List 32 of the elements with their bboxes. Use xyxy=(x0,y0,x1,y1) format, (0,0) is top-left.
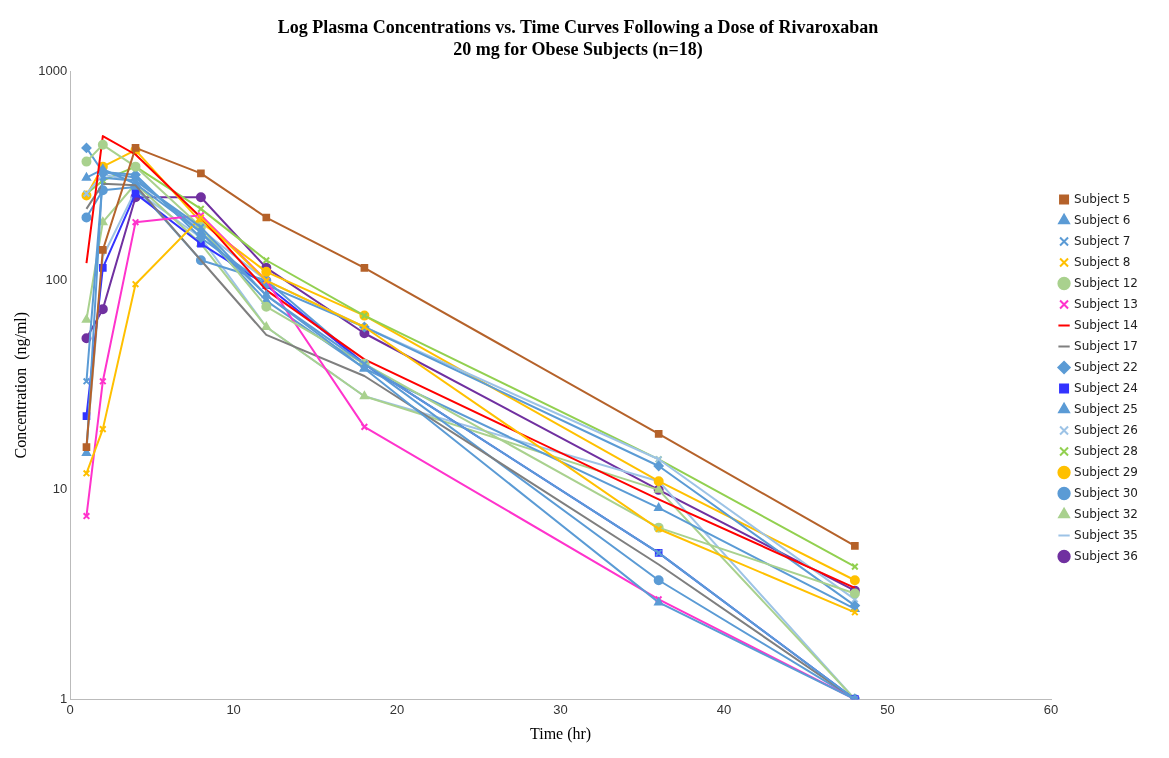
legend-label: Subject 6 xyxy=(1074,212,1131,227)
x-tick-label: 60 xyxy=(1043,701,1059,717)
legend-label: Subject 32 xyxy=(1074,506,1139,521)
legend-label: Subject 30 xyxy=(1074,485,1139,500)
x-axis-title: Time (hr) xyxy=(529,724,592,743)
legend-label: Subject 28 xyxy=(1074,443,1139,458)
x-tick-label: 0 xyxy=(66,701,74,717)
legend-label: Subject 7 xyxy=(1074,233,1131,248)
y-axis-title: Concentration (ng/ml) xyxy=(11,311,30,459)
x-tick-label: 20 xyxy=(389,701,405,717)
legend-label: Subject 22 xyxy=(1074,359,1139,374)
x-tick-label: 10 xyxy=(226,701,241,717)
y-tick-label: 1 xyxy=(59,690,68,706)
legend-label: Subject 12 xyxy=(1074,275,1139,290)
legend-label: Subject 25 xyxy=(1074,401,1139,416)
x-tick-label: 50 xyxy=(880,701,895,717)
y-tick-label: 10 xyxy=(52,481,68,497)
y-tick-label: 1000 xyxy=(38,62,68,78)
y-tick-label: 100 xyxy=(45,272,68,288)
legend-label: Subject 35 xyxy=(1074,527,1139,542)
x-tick-label: 40 xyxy=(716,701,732,717)
legend-label: Subject 29 xyxy=(1074,464,1139,479)
legend-label: Subject 17 xyxy=(1074,338,1139,353)
legend-label: Subject 26 xyxy=(1074,422,1139,437)
legend-label: Subject 14 xyxy=(1074,317,1139,332)
x-tick-label: 30 xyxy=(553,701,568,717)
legend-label: Subject 5 xyxy=(1074,191,1131,206)
legend-label: Subject 8 xyxy=(1074,254,1131,269)
legend-label: Subject 36 xyxy=(1074,548,1139,563)
legend-label: Subject 13 xyxy=(1074,296,1139,311)
legend-label: Subject 24 xyxy=(1074,380,1139,395)
chart-title: Log Plasma Concentrations vs. Time Curves Following a Dose of Rivaroxaban 20 mg for Obese Subjects (n=18) xyxy=(277,17,879,61)
